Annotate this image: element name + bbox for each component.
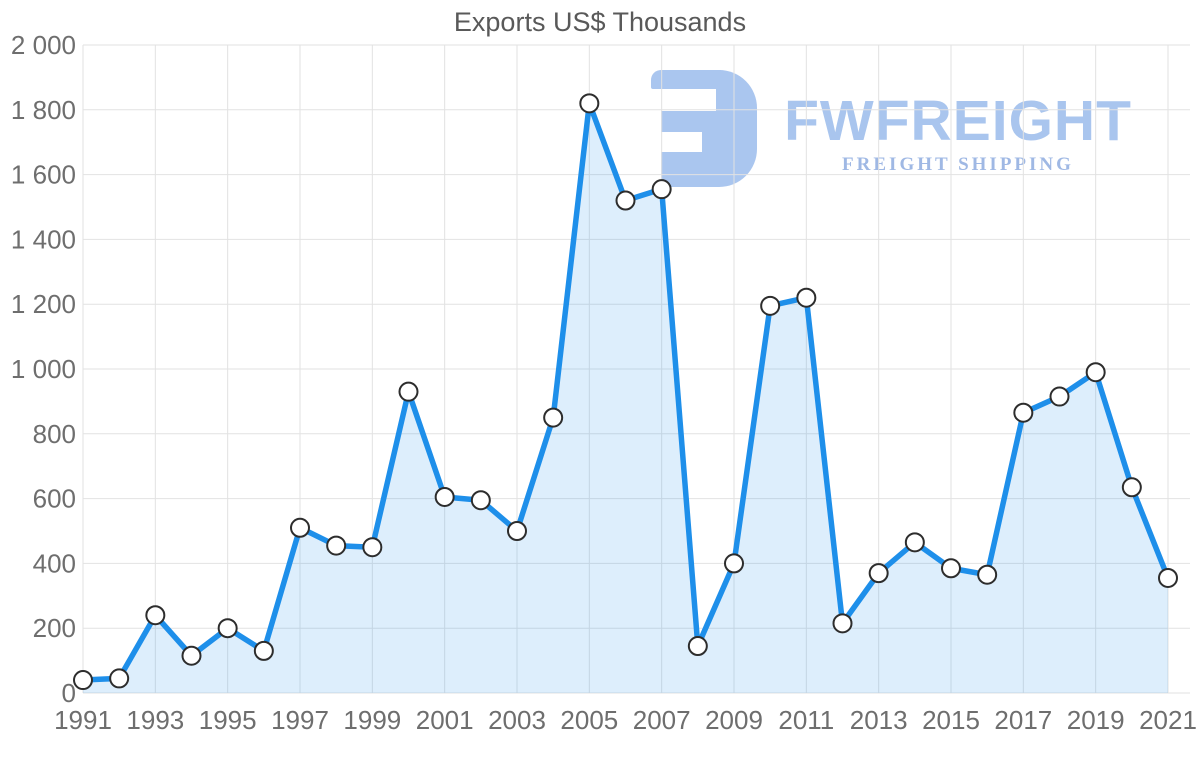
- data-point-marker[interactable]: [1085, 362, 1106, 383]
- x-tick-label: 2009: [705, 705, 763, 735]
- data-point-marker[interactable]: [687, 636, 708, 657]
- data-point-marker[interactable]: [290, 517, 310, 538]
- y-tick-label: 400: [33, 548, 76, 578]
- data-point-marker[interactable]: [434, 486, 455, 507]
- x-tick-label: 1993: [126, 705, 184, 735]
- data-point-marker[interactable]: [398, 381, 419, 402]
- data-point-marker[interactable]: [1158, 567, 1178, 588]
- x-tick-label: 2015: [922, 705, 980, 735]
- x-tick-label: 2021: [1139, 705, 1197, 735]
- y-tick-label: 1 200: [11, 289, 76, 319]
- y-tick-label: 1 800: [11, 95, 76, 125]
- data-point-marker[interactable]: [326, 535, 347, 556]
- data-point-marker[interactable]: [145, 605, 166, 626]
- data-point-marker[interactable]: [253, 640, 274, 661]
- data-point-marker[interactable]: [941, 558, 961, 579]
- data-point-marker[interactable]: [868, 563, 889, 584]
- x-tick-label: 2003: [488, 705, 546, 735]
- y-tick-label: 1 000: [11, 354, 76, 384]
- x-tick-label: 2019: [1067, 705, 1125, 735]
- data-point-marker[interactable]: [832, 613, 853, 634]
- x-tick-label: 2011: [778, 705, 834, 735]
- brand-name: FWFREIGHT: [784, 89, 1132, 153]
- x-tick-label: 1999: [343, 705, 401, 735]
- y-tick-label: 800: [33, 419, 76, 449]
- y-tick-label: 1 400: [11, 224, 76, 254]
- data-point-marker[interactable]: [796, 287, 817, 308]
- x-tick-label: 2013: [850, 705, 908, 735]
- area-fill: [83, 103, 1168, 693]
- y-tick-label: 200: [33, 613, 76, 643]
- data-point-marker[interactable]: [651, 179, 672, 200]
- x-tick-label: 1995: [199, 705, 257, 735]
- y-tick-label: 1 600: [11, 160, 76, 190]
- y-tick-label: 2 000: [11, 30, 76, 60]
- x-tick-label: 2001: [416, 705, 474, 735]
- x-tick-label: 2005: [560, 705, 618, 735]
- data-point-marker[interactable]: [724, 553, 744, 574]
- x-tick-label: 2007: [633, 705, 691, 735]
- y-tick-label: 0: [62, 678, 76, 708]
- brand-tagline: FREIGHT SHIPPING: [842, 153, 1074, 175]
- data-point-marker[interactable]: [760, 295, 781, 316]
- data-point-marker[interactable]: [543, 407, 564, 428]
- data-point-marker[interactable]: [1121, 477, 1142, 498]
- data-point-marker[interactable]: [217, 618, 238, 639]
- data-point-marker[interactable]: [181, 645, 202, 666]
- chart-title: Exports US$ Thousands: [453, 7, 747, 37]
- fwfreight-logo-icon: [651, 70, 757, 187]
- y-tick-label: 600: [33, 484, 76, 514]
- data-point-marker[interactable]: [470, 490, 491, 511]
- data-point-marker[interactable]: [1013, 402, 1034, 423]
- x-tick-label: 1997: [271, 705, 329, 735]
- x-tick-label: 2017: [994, 705, 1052, 735]
- data-point-marker[interactable]: [579, 93, 600, 114]
- data-point-marker[interactable]: [507, 521, 527, 541]
- data-point-marker[interactable]: [977, 564, 998, 585]
- x-tick-label: 1991: [54, 705, 112, 735]
- data-point-marker[interactable]: [1049, 386, 1070, 407]
- data-point-marker[interactable]: [615, 190, 636, 211]
- data-point-marker[interactable]: [904, 532, 925, 553]
- data-point-marker[interactable]: [109, 668, 130, 689]
- data-point-marker[interactable]: [73, 670, 93, 691]
- data-point-marker[interactable]: [362, 537, 383, 558]
